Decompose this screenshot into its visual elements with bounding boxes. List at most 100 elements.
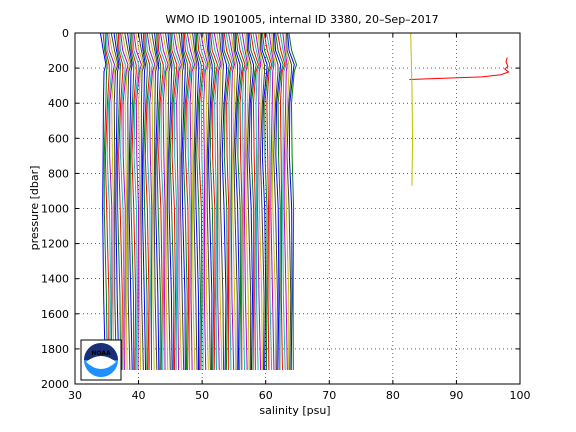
profile-line [234, 33, 241, 370]
x-tick-label: 70 [322, 389, 336, 402]
profile-line [104, 33, 110, 370]
profile-line [225, 33, 234, 370]
profile-line [160, 33, 169, 370]
profile-line [162, 33, 171, 370]
profile-line [235, 33, 244, 370]
profile-line [252, 33, 261, 370]
x-tick-label: 50 [195, 389, 209, 402]
profile-line [151, 33, 158, 370]
y-tick-label: 600 [48, 132, 69, 145]
profile-line [274, 33, 282, 370]
profile-line [216, 33, 223, 370]
x-tick-label: 90 [449, 389, 463, 402]
noaa-logo: NOAA [80, 339, 122, 381]
profile-line [186, 33, 196, 370]
profile-line [284, 33, 290, 370]
y-tick-label: 1600 [41, 308, 69, 321]
profile-line [244, 33, 250, 370]
profile-line [211, 33, 221, 370]
profile-line [207, 33, 213, 370]
profile-line [99, 33, 107, 370]
profile-line [260, 33, 268, 370]
profile-line [142, 33, 148, 370]
profile-line [272, 33, 279, 370]
profile-line [167, 33, 173, 370]
profile-line [119, 33, 126, 370]
y-axis-label: pressure [dbar] [28, 166, 41, 251]
profile-line [154, 33, 160, 370]
profile-line [171, 33, 180, 370]
profile-line [263, 33, 273, 370]
plot-area: 30 40 50 60 70 80 90 10002004006008001000120014… [41, 27, 531, 402]
profile-line [287, 33, 295, 370]
profile-line [233, 33, 239, 370]
profile-line [219, 33, 225, 370]
end-series-line [409, 57, 510, 81]
profile-line [175, 33, 184, 370]
profile-line [144, 33, 151, 370]
profile-line [178, 33, 185, 370]
logo-text: NOAA [91, 350, 111, 357]
y-tick-label: 1800 [41, 343, 69, 356]
profile-line [268, 33, 275, 370]
y-tick-label: 2000 [41, 378, 69, 391]
profile-line [184, 33, 194, 370]
profile-line [156, 33, 162, 370]
profile-line [255, 33, 262, 370]
profile-line [137, 33, 145, 370]
profile-line [148, 33, 157, 370]
logo-top-half [84, 343, 118, 360]
profile-line [113, 33, 120, 370]
y-tick-label: 1000 [41, 203, 69, 216]
profile-line [140, 33, 147, 370]
y-tick-label: 1400 [41, 273, 69, 286]
profile-line [213, 33, 222, 370]
profile-line [248, 33, 257, 370]
profile-line [222, 33, 230, 370]
profile-line [189, 33, 197, 370]
profile-line [259, 33, 266, 370]
profile-line [275, 33, 284, 370]
y-tick-label: 0 [62, 27, 69, 40]
profile-line [246, 33, 252, 370]
profile-line [286, 33, 292, 370]
profile-line [124, 33, 132, 370]
profile-line [221, 33, 228, 370]
logo-bird [86, 356, 116, 369]
x-tick-label: 30 [68, 389, 82, 402]
profile-line [131, 33, 137, 370]
profile-line [105, 33, 113, 370]
profile-line [121, 33, 131, 370]
profile-line [247, 33, 255, 370]
profile-line [129, 33, 135, 370]
profile-line [250, 33, 259, 370]
profile-line [261, 33, 271, 370]
profile-line [288, 33, 298, 370]
profile-line [241, 33, 249, 370]
profile-line [127, 33, 133, 370]
profile-line [182, 33, 189, 370]
profile-line [158, 33, 167, 370]
chart-title: WMO ID 1901005, internal ID 3380, 20–Sep… [165, 13, 438, 26]
profile-line [192, 33, 198, 370]
profile-line [117, 33, 124, 370]
profile-line [194, 33, 200, 370]
profile-line [282, 33, 288, 370]
profile-line [132, 33, 140, 370]
profile-line [230, 33, 237, 370]
x-tick-label: 40 [132, 389, 146, 402]
profile-line [170, 33, 178, 370]
profile-line [279, 33, 287, 370]
end-series-line [410, 33, 414, 186]
profile-line [180, 33, 186, 370]
profile-line [135, 33, 144, 370]
profile-line [198, 33, 207, 370]
profile-line [196, 33, 205, 370]
profile-line [257, 33, 263, 370]
profile-line [209, 33, 216, 370]
profile-line [110, 33, 119, 370]
profiles [99, 33, 510, 370]
profile-line [102, 33, 108, 370]
x-tick-label: 80 [386, 389, 400, 402]
